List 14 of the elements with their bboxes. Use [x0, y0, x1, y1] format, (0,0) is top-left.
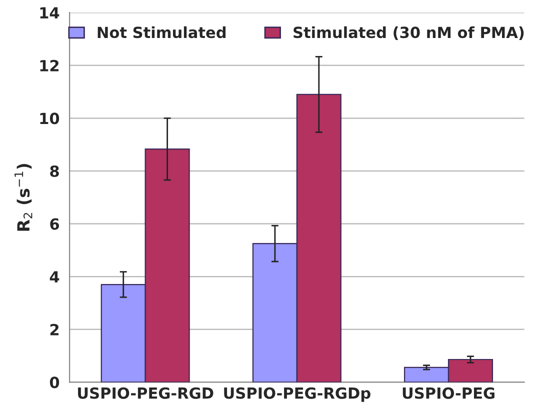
y-tick-label: 6	[50, 218, 60, 230]
x-tick-label: USPIO-PEG-RGD	[78, 387, 214, 399]
y-tick-label: 12	[40, 60, 58, 72]
legend-label: Not Stimulated	[98, 26, 226, 38]
x-tick-label: USPIO-PEG	[402, 387, 494, 399]
x-tick-label: USPIO-PEG-RGDp	[224, 387, 370, 402]
legend-label: Stimulated (30 nM of PMA)	[294, 26, 524, 40]
y-tick-label: 4	[50, 271, 60, 282]
y-tick-label: 2	[50, 324, 58, 336]
y-tick-label: 10	[40, 112, 60, 124]
y-tick-label: 14	[40, 7, 60, 18]
y-tick-label: 8	[50, 165, 59, 178]
y-tick-label: 0	[50, 376, 60, 388]
y-axis-title: R$_{2}$ (s$^{−1}$)	[14, 164, 32, 231]
